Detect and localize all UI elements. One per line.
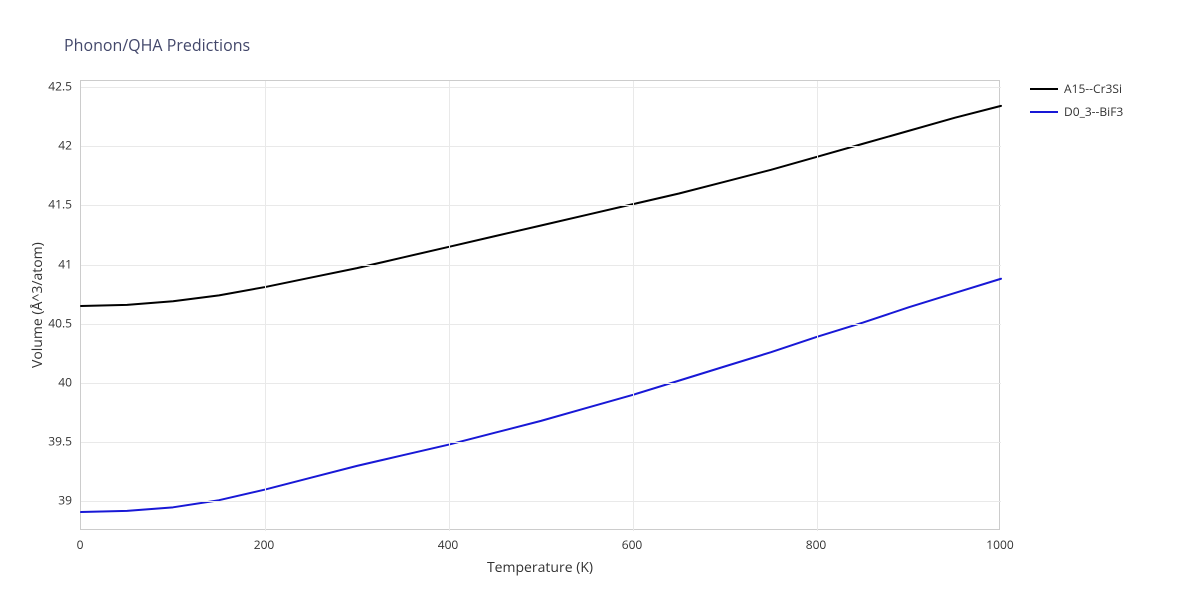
x-tick-label: 0 [77, 536, 84, 553]
legend-item-0[interactable]: A15--Cr3Si [1030, 80, 1123, 97]
y-tick-label: 41.5 [48, 196, 72, 213]
legend-swatch-icon [1030, 111, 1058, 113]
y-tick-label: 41 [58, 255, 72, 272]
y-gridline [81, 324, 1001, 325]
x-gridline [633, 81, 634, 531]
y-gridline [81, 205, 1001, 206]
x-tick-label: 800 [806, 536, 827, 553]
y-gridline [81, 265, 1001, 266]
y-gridline [81, 383, 1001, 384]
y-gridline [81, 501, 1001, 502]
series-line-1[interactable] [81, 279, 1001, 512]
y-tick-label: 39.5 [48, 433, 72, 450]
plot-area [80, 80, 1000, 530]
x-gridline [449, 81, 450, 531]
y-tick-label: 40.5 [48, 314, 72, 331]
legend-label: D0_3--BiF3 [1064, 103, 1123, 120]
x-axis-title: Temperature (K) [487, 558, 593, 577]
y-tick-label: 40 [58, 373, 72, 390]
y-tick-label: 39 [58, 492, 72, 509]
series-layer [81, 81, 1001, 531]
legend: A15--Cr3Si D0_3--BiF3 [1030, 80, 1123, 126]
chart-title: Phonon/QHA Predictions [64, 34, 250, 56]
legend-label: A15--Cr3Si [1064, 80, 1122, 97]
x-tick-label: 600 [622, 536, 643, 553]
y-axis-title: Volume (Å^3/atom) [28, 242, 47, 368]
y-gridline [81, 87, 1001, 88]
x-tick-label: 400 [438, 536, 459, 553]
legend-swatch-icon [1030, 88, 1058, 90]
y-gridline [81, 442, 1001, 443]
legend-item-1[interactable]: D0_3--BiF3 [1030, 103, 1123, 120]
x-tick-label: 1000 [986, 536, 1013, 553]
y-gridline [81, 146, 1001, 147]
x-gridline [265, 81, 266, 531]
y-tick-label: 42.5 [48, 77, 72, 94]
x-gridline [817, 81, 818, 531]
y-tick-label: 42 [58, 137, 72, 154]
x-tick-label: 200 [254, 536, 275, 553]
